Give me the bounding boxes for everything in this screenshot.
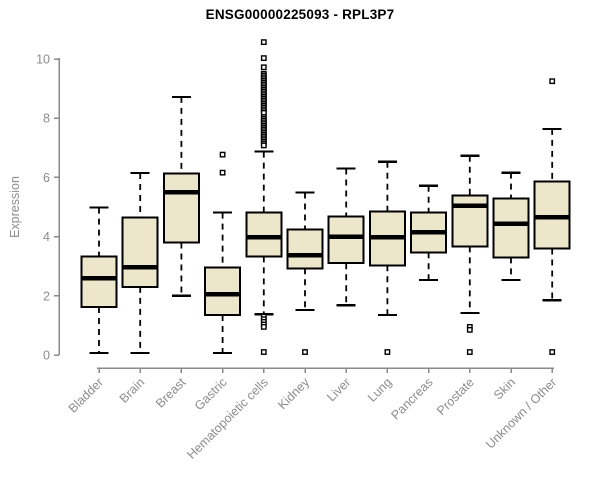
iqr-box: [162, 172, 200, 244]
x-tick-label-lung: Lung: [365, 375, 395, 405]
outlier-point: [260, 142, 267, 149]
iqr-box: [80, 255, 118, 309]
box-group-skin: [492, 171, 530, 282]
y-tick-label: 0: [43, 349, 50, 363]
x-tick-label-liver: Liver: [324, 375, 353, 404]
box-group-gastric: [204, 151, 242, 355]
iqr-box: [204, 266, 242, 317]
y-tick-label: 8: [43, 112, 50, 126]
outlier-point: [260, 39, 267, 46]
box-group-pancreas: [410, 184, 448, 282]
outlier-point: [384, 349, 391, 355]
iqr-box: [451, 194, 489, 248]
box-group-bladder: [80, 206, 118, 355]
outlier-point: [260, 349, 267, 355]
outlier-point: [549, 349, 556, 355]
box-group-unknown-other: [533, 78, 571, 355]
outlier-point: [466, 326, 473, 333]
iqr-box: [492, 197, 530, 259]
x-tick-label-prostate: Prostate: [434, 375, 477, 418]
outlier-point: [260, 64, 267, 71]
iqr-box: [533, 180, 571, 250]
y-tick-label: 4: [43, 230, 50, 244]
box-group-brain: [121, 171, 159, 355]
y-tick-label: 2: [43, 289, 50, 303]
iqr-box: [121, 216, 159, 288]
box-group-kidney: [286, 191, 324, 355]
x-tick-label-brain: Brain: [117, 375, 148, 406]
outlier-point: [219, 169, 226, 176]
box-group-hematopoietic-cells: [245, 39, 283, 355]
outlier-point: [466, 349, 473, 355]
y-tick-label: 6: [43, 171, 50, 185]
x-tick-label-bladder: Bladder: [66, 375, 106, 415]
box-group-liver: [327, 167, 365, 307]
x-tick-label-skin: Skin: [491, 375, 518, 402]
x-tick-label-pancreas: Pancreas: [388, 375, 435, 422]
outlier-point: [260, 55, 267, 62]
box-group-lung: [368, 160, 406, 355]
x-tick-label-kidney: Kidney: [275, 375, 312, 412]
box-group-breast: [162, 95, 200, 297]
iqr-box: [286, 228, 324, 270]
x-tick-label-gastric: Gastric: [192, 375, 230, 413]
outlier-point: [219, 151, 226, 158]
x-tick-label-unknown-other: Unknown / Other: [483, 375, 559, 451]
y-axis: 0 2 4 6 8 10: [36, 53, 60, 363]
iqr-box: [327, 215, 365, 265]
outlier-point: [302, 349, 308, 355]
y-tick-label: 10: [36, 53, 50, 67]
box-group-prostate: [451, 154, 489, 355]
x-tick-label-hematopoietic-cells: Hematopoietic cells: [184, 375, 271, 462]
outlier-point: [549, 78, 556, 85]
outlier-point: [260, 323, 267, 330]
iqr-box: [245, 211, 283, 258]
x-tick-label-breast: Breast: [153, 375, 189, 411]
chart-title: ENSG00000225093 - RPL3P7: [205, 7, 395, 22]
